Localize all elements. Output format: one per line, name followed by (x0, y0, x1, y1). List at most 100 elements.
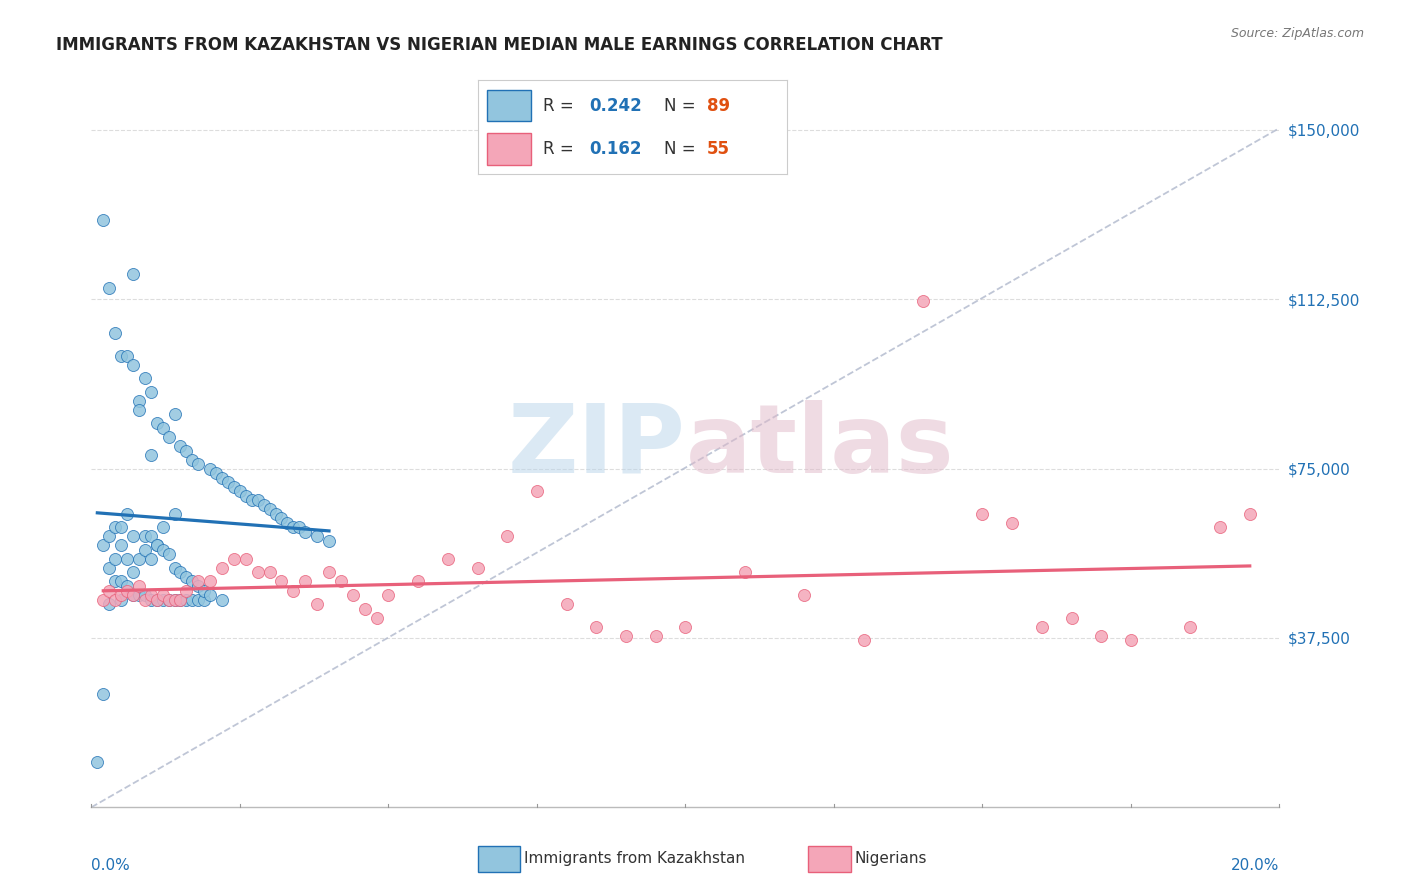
Point (163, 561, 186, 575)
Point (294, 574, 316, 589)
Point (307, 597, 329, 611)
Point (134, 371, 156, 385)
Text: R =: R = (543, 140, 579, 158)
Point (283, 583, 305, 598)
FancyBboxPatch shape (488, 89, 530, 121)
Text: ZIP: ZIP (508, 400, 685, 492)
Point (555, 597, 578, 611)
Point (134, 592, 156, 607)
Point (176, 570, 198, 584)
Text: 55: 55 (707, 140, 730, 158)
Point (176, 583, 198, 598)
Point (193, 592, 215, 607)
Point (200, 461, 222, 475)
Point (342, 588, 364, 602)
Point (614, 629, 637, 643)
Point (259, 502, 281, 516)
Point (134, 529, 156, 543)
Point (644, 629, 666, 643)
Point (91, 538, 114, 552)
Point (86, 755, 108, 769)
Point (110, 574, 132, 589)
Point (157, 592, 180, 607)
Point (307, 529, 329, 543)
Point (169, 592, 191, 607)
Point (91, 213, 114, 227)
Point (406, 574, 429, 589)
Point (134, 588, 156, 602)
Text: N =: N = (664, 96, 700, 114)
Point (157, 548, 180, 562)
Point (235, 552, 257, 566)
Point (169, 592, 191, 607)
Point (145, 592, 167, 607)
Text: 0.242: 0.242 (589, 96, 643, 114)
Point (110, 520, 132, 534)
Point (145, 538, 167, 552)
Point (122, 588, 145, 602)
Point (176, 592, 198, 607)
Point (972, 507, 994, 521)
Point (436, 552, 458, 566)
Point (673, 619, 696, 633)
FancyBboxPatch shape (488, 133, 530, 164)
Point (115, 349, 138, 363)
Point (152, 592, 174, 607)
Text: 0.0%: 0.0% (91, 858, 131, 873)
Point (318, 533, 340, 548)
Point (353, 601, 375, 615)
Point (115, 583, 138, 598)
Point (793, 588, 815, 602)
Point (145, 417, 167, 431)
Point (152, 520, 174, 534)
Point (152, 421, 174, 435)
Point (139, 592, 162, 607)
Point (122, 588, 145, 602)
Point (270, 574, 292, 589)
Point (152, 588, 174, 602)
Text: 0.162: 0.162 (589, 140, 643, 158)
Point (163, 507, 186, 521)
Point (187, 592, 209, 607)
Point (1031, 619, 1053, 633)
Point (122, 358, 145, 372)
Point (128, 393, 150, 408)
Text: 89: 89 (707, 96, 730, 114)
Point (128, 579, 150, 593)
Point (163, 592, 186, 607)
Point (134, 542, 156, 557)
Point (139, 552, 162, 566)
Point (115, 579, 138, 593)
Point (139, 588, 162, 602)
Point (145, 538, 167, 552)
Point (211, 561, 233, 575)
Point (283, 520, 305, 534)
Point (1001, 516, 1024, 530)
Text: Immigrants from Kazakhstan: Immigrants from Kazakhstan (524, 851, 745, 865)
Point (211, 592, 233, 607)
Point (240, 493, 263, 508)
Point (128, 403, 150, 417)
Point (288, 520, 311, 534)
Point (110, 588, 132, 602)
Point (115, 552, 138, 566)
Point (200, 588, 222, 602)
Point (1209, 520, 1232, 534)
Point (253, 498, 276, 512)
Point (104, 326, 127, 340)
Point (104, 520, 127, 534)
Point (235, 489, 257, 503)
Point (145, 592, 167, 607)
Point (211, 470, 233, 484)
Point (169, 439, 191, 453)
Point (157, 430, 180, 444)
Point (496, 529, 519, 543)
Point (852, 633, 875, 648)
Point (187, 457, 209, 471)
Point (104, 592, 127, 607)
Point (163, 592, 186, 607)
Point (318, 566, 340, 580)
Point (91, 687, 114, 701)
Point (270, 511, 292, 525)
Point (276, 516, 298, 530)
